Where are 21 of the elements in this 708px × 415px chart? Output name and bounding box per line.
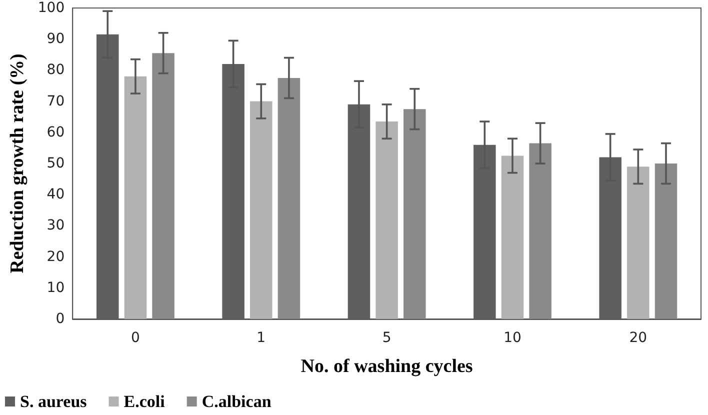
y-tick-label: 90 [46, 31, 65, 48]
x-tick-label: 5 [382, 330, 392, 346]
x-tick-label: 0 [131, 330, 140, 346]
y-tick-label: 50 [46, 156, 65, 172]
y-tick-label: 0 [56, 311, 65, 327]
y-tick-label: 20 [46, 248, 65, 265]
legend-label: C.albican [202, 392, 272, 411]
x-tick-label: 10 [504, 330, 522, 346]
y-tick-label: 10 [46, 280, 65, 296]
y-tick-label: 100 [38, 0, 65, 16]
y-tick-label: 60 [46, 124, 65, 140]
y-tick-label: 30 [46, 218, 65, 234]
x-tick-label: 1 [256, 330, 266, 346]
x-tick-label: 20 [629, 330, 648, 346]
y-tick-label: 40 [46, 186, 65, 203]
legend-label: S. aureus [20, 392, 88, 411]
y-tick-label: 80 [46, 62, 65, 78]
y-tick-label: 70 [46, 93, 65, 110]
y-axis-title: Reduction growth rate (%) [7, 54, 28, 274]
legend-label: E.coli [124, 392, 166, 411]
x-axis-title: No. of washing cycles [300, 356, 473, 377]
